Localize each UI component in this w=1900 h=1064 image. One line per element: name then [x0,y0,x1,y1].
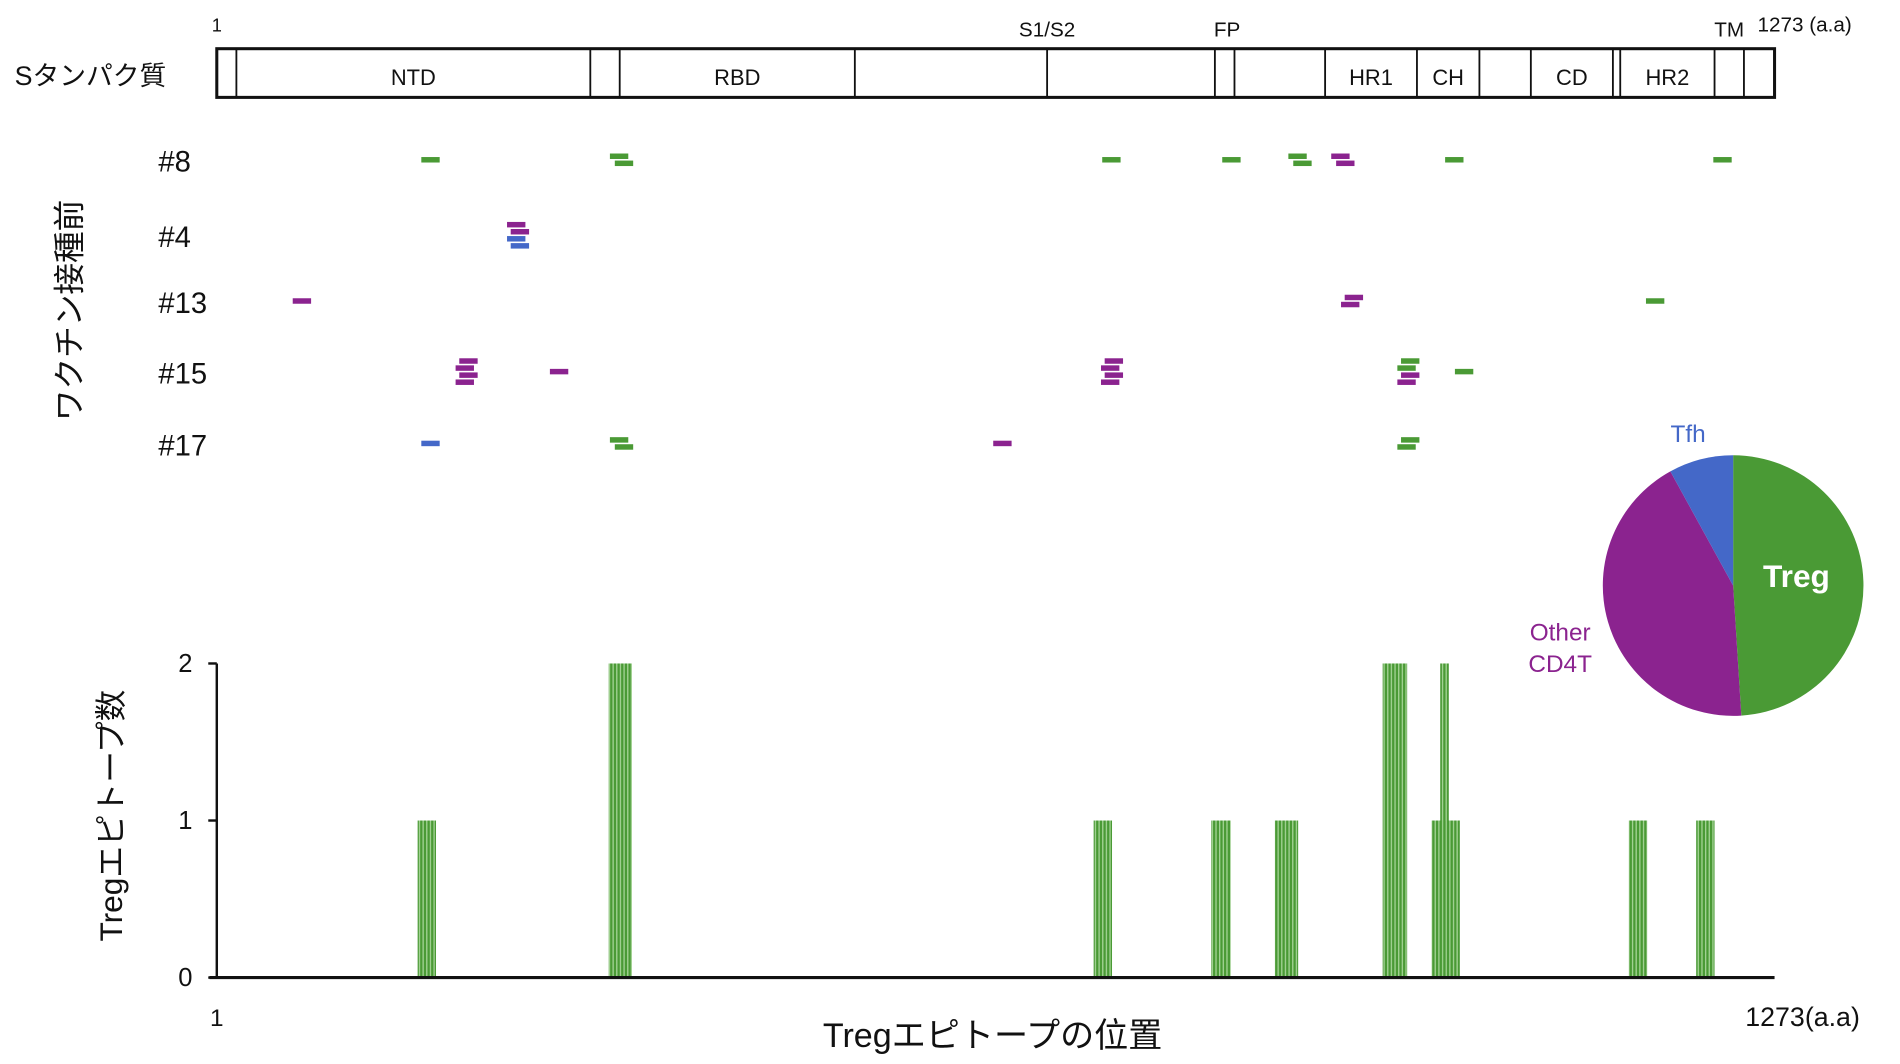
treg-bar [1628,820,1648,978]
bar-x-axis-label: Tregエピトープの位置 [823,1017,1162,1055]
epitope-treg [1445,157,1464,163]
epitope-other [510,228,530,235]
epitope-tfh [507,236,526,242]
epitope-other [459,358,478,364]
row-label: #17 [158,430,207,462]
bar-x-start-label: 1 [210,1005,224,1032]
treg-bar [1696,820,1715,978]
pie-label-tfh: Tfh [1670,421,1705,448]
epitope-other [459,372,478,378]
y-tick-label: 2 [178,650,192,678]
cell-type-pie: Treg Tfh Other CD4T [1528,421,1864,716]
epitope-other [1341,301,1360,308]
protein-start-label: 1 [212,15,222,36]
pie-slice-other-cd4t [1602,471,1742,716]
epitope-tfh [510,243,530,249]
epitope-treg [614,160,634,167]
epitope-tfh [421,440,440,447]
epitope-treg [1293,160,1312,167]
epitope-treg [421,157,440,163]
treg-bar [1274,820,1299,978]
site-label: TM [1714,19,1744,42]
domain-label: HR2 [1645,65,1689,90]
epitope-treg [1102,157,1121,163]
pie-label-other-line1: Other [1530,619,1591,646]
epitope-rows: #8 #4 #13 #15 #17 [158,147,1732,462]
domain-label: NTD [391,65,436,90]
domain-label: CD [1556,65,1588,90]
treg-bar [1440,663,1449,978]
epitope-treg [609,437,629,443]
treg-bar [417,820,437,978]
rows-axis-label: ワクチン接種前 [51,200,87,421]
row-label: #13 [158,288,207,320]
epitope-other [1100,365,1120,371]
treg-bar [1211,820,1231,978]
protein-end-label: 1273 (a.a) [1757,14,1851,37]
epitope-treg [1397,365,1416,371]
epitope-treg [609,153,629,159]
bar-y-axis-label: Tregエピトープ数 [93,690,129,942]
epitope-treg [1288,153,1307,159]
epitope-other [1331,153,1350,159]
pie-slice-tfh [1670,455,1734,586]
protein-domain-map: NTD RBD HR1 CH CD HR2 S1/S2 FP TM [215,19,1777,99]
treg-bar [1382,663,1408,978]
epitope-other [1344,294,1364,301]
epitope-other [455,379,474,385]
epitope-other [1336,160,1355,167]
epitope-treg [1454,368,1474,375]
row-label: #15 [158,358,207,390]
site-label: FP [1214,19,1240,42]
pie-slice-treg [1733,455,1864,716]
epitope-other [292,298,312,304]
epitope-treg [1401,358,1420,364]
domain-label: HR1 [1349,65,1393,90]
epitope-other [507,221,526,228]
y-tick-label: 1 [178,807,192,835]
epitope-treg [614,444,634,450]
epitope-other [1104,358,1124,364]
treg-epitope-bars: 0 1 2 [178,650,1775,992]
epitope-other [549,368,569,375]
protein-outline [215,47,1777,99]
row-label: #4 [158,222,191,254]
epitope-treg [1401,437,1420,443]
epitope-other [1401,372,1420,378]
domain-label: CH [1432,65,1464,90]
pie-label-treg: Treg [1763,558,1830,594]
treg-bar [608,663,632,978]
pie-label-other-line2: CD4T [1528,651,1592,678]
epitope-other [993,440,1012,447]
bar-x-end-label: 1273(a.a) [1745,1002,1860,1032]
treg-bar [1093,820,1113,978]
epitope-treg [1222,157,1241,163]
protein-label: Sタンパク質 [15,61,167,91]
domain-label: RBD [714,65,760,90]
epitope-other [455,365,474,371]
epitope-treg [1645,298,1665,304]
epitope-other [1100,379,1120,385]
epitope-other [1104,372,1124,378]
epitope-treg [1713,157,1732,163]
row-label: #8 [158,147,191,179]
epitope-other [1397,379,1416,385]
y-tick-label: 0 [178,964,192,992]
site-label: S1/S2 [1019,19,1075,42]
epitope-treg [1397,444,1416,450]
